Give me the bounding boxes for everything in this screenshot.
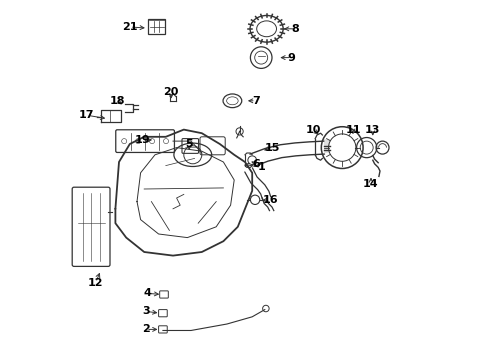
Text: 20: 20: [164, 87, 179, 97]
Text: 14: 14: [363, 179, 379, 189]
Text: 8: 8: [292, 24, 299, 34]
Text: 3: 3: [142, 306, 150, 316]
Text: 4: 4: [144, 288, 152, 298]
Text: 7: 7: [252, 96, 260, 106]
Text: 5: 5: [185, 139, 193, 149]
Text: 6: 6: [252, 159, 260, 169]
Text: 17: 17: [79, 110, 95, 120]
Text: 19: 19: [135, 135, 150, 145]
Text: 18: 18: [109, 96, 125, 106]
Text: 13: 13: [365, 125, 381, 135]
Text: 16: 16: [262, 195, 278, 205]
Text: 15: 15: [264, 143, 280, 153]
Text: 12: 12: [88, 278, 103, 288]
Text: 11: 11: [345, 125, 361, 135]
Text: 2: 2: [142, 324, 150, 334]
Text: 9: 9: [288, 53, 296, 63]
Text: 10: 10: [306, 125, 321, 135]
Text: 1: 1: [257, 162, 265, 172]
Text: 21: 21: [122, 22, 138, 32]
